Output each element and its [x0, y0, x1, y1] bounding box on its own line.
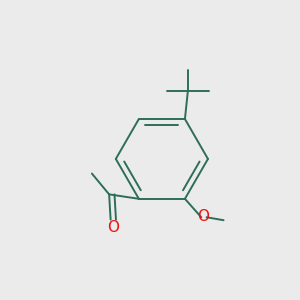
Text: O: O [107, 220, 119, 235]
Text: O: O [197, 208, 209, 224]
